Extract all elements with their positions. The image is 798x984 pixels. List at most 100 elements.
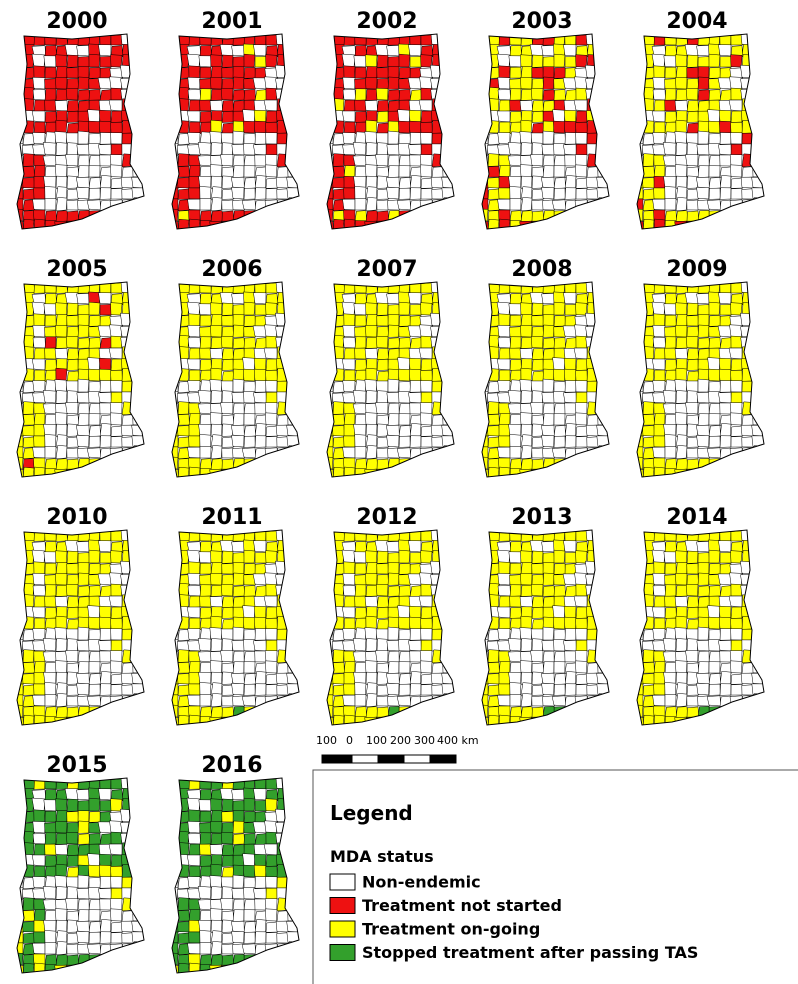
- district: [454, 607, 465, 618]
- district: [709, 90, 721, 101]
- district: [663, 390, 676, 403]
- district: [752, 188, 764, 199]
- district: [109, 348, 122, 359]
- district: [664, 575, 676, 585]
- district: [288, 899, 299, 910]
- district: [398, 617, 410, 629]
- district: [499, 188, 510, 199]
- district: [442, 145, 455, 155]
- district: [707, 718, 720, 728]
- district: [276, 177, 288, 188]
- district: [34, 436, 45, 447]
- district: [56, 727, 67, 739]
- district: [609, 89, 620, 101]
- district: [355, 89, 366, 101]
- district: [609, 704, 620, 717]
- district: [387, 293, 400, 304]
- district: [410, 586, 422, 597]
- district: [421, 629, 432, 640]
- district: [697, 45, 710, 56]
- district: [77, 683, 89, 695]
- district: [288, 728, 299, 739]
- district: [731, 640, 742, 651]
- district: [576, 717, 587, 728]
- district: [521, 459, 533, 470]
- district: [200, 910, 211, 921]
- district: [764, 663, 776, 674]
- district: [211, 66, 222, 78]
- scale-label: 200: [390, 734, 411, 747]
- district: [45, 199, 56, 210]
- district: [44, 800, 56, 811]
- district: [687, 35, 699, 46]
- district: [377, 619, 389, 630]
- district: [565, 281, 576, 293]
- district: [686, 381, 698, 392]
- district: [763, 628, 775, 640]
- district: [498, 573, 510, 585]
- district: [597, 145, 610, 155]
- district: [167, 231, 178, 244]
- district: [287, 45, 300, 56]
- district: [388, 131, 399, 144]
- district: [443, 561, 454, 574]
- district: [587, 663, 599, 674]
- district: [34, 932, 45, 943]
- district: [288, 831, 299, 844]
- district: [165, 911, 179, 921]
- district: [598, 716, 609, 728]
- district: [89, 662, 100, 673]
- district: [10, 953, 23, 965]
- district: [430, 706, 443, 717]
- district: [100, 552, 111, 563]
- district: [687, 480, 698, 491]
- district: [598, 56, 609, 67]
- district: [222, 303, 233, 315]
- district: [563, 640, 576, 651]
- district: [210, 799, 222, 811]
- district: [665, 337, 676, 349]
- district: [344, 370, 355, 381]
- district: [685, 155, 698, 166]
- district: [409, 469, 421, 480]
- district: [753, 32, 764, 45]
- district: [499, 672, 510, 684]
- district: [132, 932, 144, 943]
- district: [244, 188, 255, 199]
- district: [764, 436, 775, 448]
- district: [67, 326, 78, 337]
- district: [333, 437, 345, 448]
- district: [142, 469, 155, 480]
- district: [731, 111, 742, 122]
- district: [133, 561, 144, 574]
- district: [698, 166, 709, 178]
- district: [499, 281, 510, 293]
- district: [740, 561, 753, 574]
- district: [399, 563, 410, 574]
- district: [718, 45, 731, 56]
- district: [100, 231, 111, 243]
- district: [243, 854, 255, 866]
- district: [654, 424, 665, 436]
- district: [254, 469, 266, 480]
- district: [188, 821, 200, 833]
- district: [78, 553, 90, 564]
- district: [498, 447, 511, 458]
- district: [255, 529, 266, 541]
- district: [133, 380, 144, 392]
- district: [753, 56, 764, 67]
- district: [100, 133, 111, 145]
- district: [475, 663, 489, 673]
- district: [66, 221, 78, 232]
- district: [609, 448, 621, 458]
- district: [277, 481, 289, 491]
- district: [763, 132, 775, 144]
- district: [111, 336, 122, 348]
- district: [477, 78, 488, 89]
- district: [122, 233, 134, 243]
- district: [598, 360, 610, 371]
- district: [576, 381, 587, 392]
- district: [244, 348, 255, 359]
- district: [88, 232, 101, 243]
- district: [144, 811, 155, 822]
